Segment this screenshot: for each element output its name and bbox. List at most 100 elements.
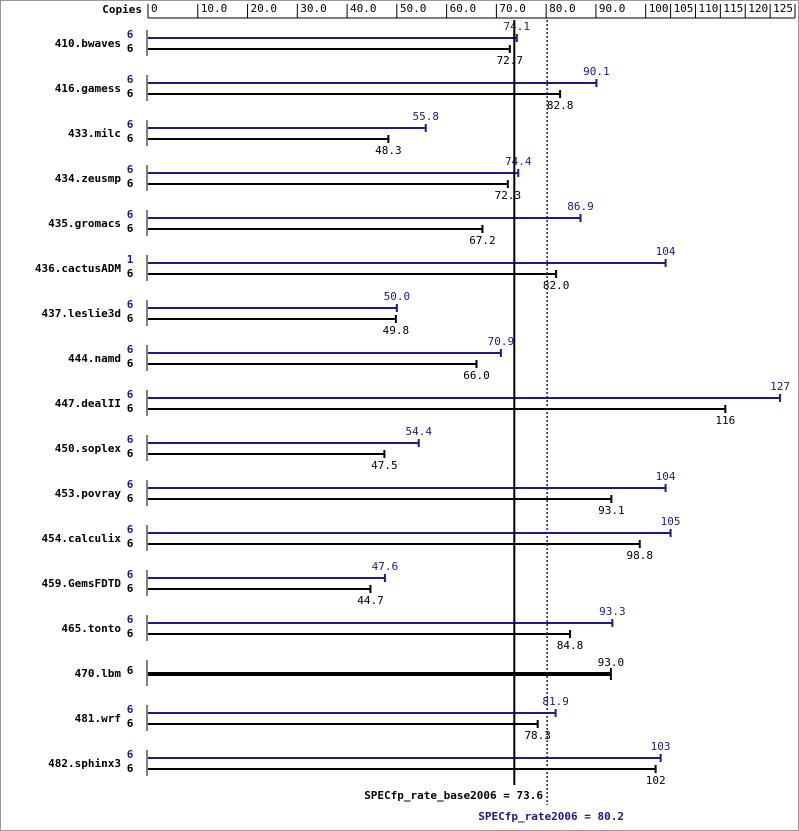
reference-label: SPECfp_rate_base2006 = 73.6 bbox=[364, 789, 543, 802]
value-label: 49.8 bbox=[383, 324, 410, 337]
copies-label: 6 bbox=[127, 177, 134, 190]
x-tick-label: 30.0 bbox=[300, 2, 327, 15]
x-tick-label: 0 bbox=[151, 2, 158, 15]
x-tick-label: 20.0 bbox=[251, 2, 277, 15]
x-tick-label: 80.0 bbox=[549, 2, 576, 15]
x-tick-label: 105 bbox=[674, 2, 694, 15]
benchmark-label: 436.cactusADM bbox=[35, 262, 121, 275]
x-tick-label: 60.0 bbox=[450, 2, 477, 15]
benchmark-label: 433.milc bbox=[68, 127, 121, 140]
copies-label: 6 bbox=[127, 613, 134, 626]
x-tick-label: 120 bbox=[748, 2, 768, 15]
copies-label: 6 bbox=[127, 118, 134, 131]
benchmark-label: 450.soplex bbox=[55, 442, 122, 455]
copies-label: 6 bbox=[127, 298, 134, 311]
copies-label: 6 bbox=[127, 163, 134, 176]
value-label: 54.4 bbox=[405, 425, 432, 438]
x-tick-label: 125 bbox=[773, 2, 793, 15]
x-tick-label: 100 bbox=[649, 2, 669, 15]
reference-label: SPECfp_rate2006 = 80.2 bbox=[478, 810, 624, 823]
value-label: 93.3 bbox=[599, 605, 626, 618]
copies-label: 6 bbox=[127, 267, 134, 280]
copies-label: 6 bbox=[127, 492, 134, 505]
value-label: 93.1 bbox=[598, 504, 625, 517]
benchmark-label: 459.GemsFDTD bbox=[42, 577, 122, 590]
copies-label: 6 bbox=[127, 343, 134, 356]
x-tick-label: 115 bbox=[723, 2, 743, 15]
value-label: 47.5 bbox=[371, 459, 398, 472]
copies-label: 6 bbox=[127, 73, 134, 86]
x-tick-label: 110 bbox=[698, 2, 718, 15]
value-label: 93.0 bbox=[598, 656, 625, 669]
copies-label: 6 bbox=[127, 388, 134, 401]
value-label: 48.3 bbox=[375, 144, 402, 157]
copies-label: 6 bbox=[127, 42, 134, 55]
copies-label: 6 bbox=[127, 402, 134, 415]
value-label: 105 bbox=[661, 515, 681, 528]
x-tick-label: 40.0 bbox=[350, 2, 377, 15]
copies-label: 6 bbox=[127, 627, 134, 640]
benchmark-label: 465.tonto bbox=[61, 622, 121, 635]
value-label: 98.8 bbox=[626, 549, 653, 562]
copies-label: 6 bbox=[127, 87, 134, 100]
value-label: 116 bbox=[715, 414, 735, 427]
value-label: 70.9 bbox=[488, 335, 515, 348]
copies-label: 6 bbox=[127, 748, 134, 761]
copies-label: 6 bbox=[127, 568, 134, 581]
copies-label: 6 bbox=[127, 447, 134, 460]
benchmark-label: 482.sphinx3 bbox=[48, 757, 121, 770]
copies-header: Copies bbox=[102, 3, 142, 16]
value-label: 127 bbox=[770, 380, 790, 393]
benchmark-label: 437.leslie3d bbox=[42, 307, 121, 320]
copies-label: 6 bbox=[127, 132, 134, 145]
value-label: 47.6 bbox=[372, 560, 399, 573]
value-label: 102 bbox=[646, 774, 666, 787]
copies-label: 1 bbox=[127, 253, 134, 266]
value-label: 82.0 bbox=[543, 279, 570, 292]
copies-label: 6 bbox=[127, 222, 134, 235]
copies-label: 6 bbox=[127, 582, 134, 595]
value-label: 82.8 bbox=[547, 99, 574, 112]
value-label: 74.4 bbox=[505, 155, 532, 168]
copies-label: 6 bbox=[127, 357, 134, 370]
value-label: 81.9 bbox=[542, 695, 569, 708]
value-label: 67.2 bbox=[469, 234, 496, 247]
copies-label: 6 bbox=[127, 703, 134, 716]
value-label: 55.8 bbox=[412, 110, 439, 123]
copies-label: 6 bbox=[127, 312, 134, 325]
value-label: 86.9 bbox=[567, 200, 594, 213]
x-tick-label: 70.0 bbox=[499, 2, 526, 15]
value-label: 103 bbox=[651, 740, 671, 753]
copies-label: 6 bbox=[127, 208, 134, 221]
value-label: 72.7 bbox=[497, 54, 524, 67]
copies-label: 6 bbox=[127, 523, 134, 536]
value-label: 104 bbox=[656, 245, 676, 258]
benchmark-label: 416.gamess bbox=[55, 82, 121, 95]
x-tick-label: 10.0 bbox=[201, 2, 228, 15]
x-tick-label: 50.0 bbox=[400, 2, 427, 15]
value-label: 78.3 bbox=[524, 729, 551, 742]
benchmark-label: 454.calculix bbox=[42, 532, 122, 545]
benchmark-label: 470.lbm bbox=[75, 667, 122, 680]
value-label: 104 bbox=[656, 470, 676, 483]
benchmark-label: 453.povray bbox=[55, 487, 122, 500]
value-label: 74.1 bbox=[504, 20, 531, 33]
copies-label: 6 bbox=[127, 28, 134, 41]
copies-label: 6 bbox=[127, 664, 134, 677]
benchmark-label: 447.dealII bbox=[55, 397, 121, 410]
benchmark-label: 435.gromacs bbox=[48, 217, 121, 230]
copies-label: 6 bbox=[127, 762, 134, 775]
value-label: 44.7 bbox=[357, 594, 384, 607]
copies-label: 6 bbox=[127, 537, 134, 550]
value-label: 90.1 bbox=[583, 65, 610, 78]
copies-label: 6 bbox=[127, 433, 134, 446]
value-label: 66.0 bbox=[463, 369, 490, 382]
benchmark-label: 410.bwaves bbox=[55, 37, 121, 50]
benchmark-label: 434.zeusmp bbox=[55, 172, 122, 185]
benchmark-label: 444.namd bbox=[68, 352, 121, 365]
value-label: 72.3 bbox=[495, 189, 522, 202]
copies-label: 6 bbox=[127, 478, 134, 491]
copies-label: 6 bbox=[127, 717, 134, 730]
